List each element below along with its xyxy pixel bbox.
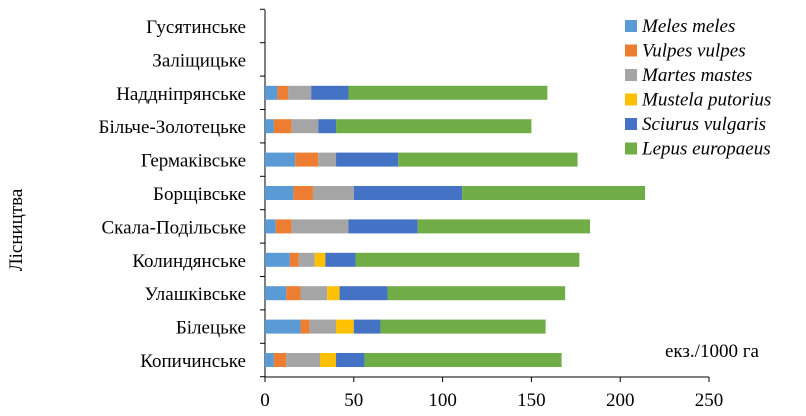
category-label: Заліщицьке bbox=[152, 50, 246, 71]
legend-swatch bbox=[625, 93, 637, 106]
bar-segment bbox=[265, 319, 301, 334]
bar-segment bbox=[265, 85, 278, 100]
bar-segment bbox=[398, 152, 578, 167]
legend-swatch bbox=[625, 44, 637, 57]
bar-segment bbox=[336, 319, 354, 334]
unit-label: екз./1000 га bbox=[665, 341, 759, 362]
legend-swatch bbox=[625, 69, 637, 81]
bar-segment bbox=[380, 319, 546, 334]
bar-segment bbox=[364, 353, 562, 367]
legend-swatch bbox=[625, 20, 637, 32]
category-label: Улашківське bbox=[144, 284, 246, 305]
legend-entry: Lepus europaeus bbox=[641, 139, 771, 160]
bar-segment bbox=[286, 286, 301, 301]
x-tick-label: 100 bbox=[428, 390, 457, 411]
legend-entry: Vulpes vulpes bbox=[642, 41, 746, 62]
bar-segment bbox=[298, 252, 315, 267]
bar-segment bbox=[462, 186, 646, 200]
bar-segment bbox=[273, 353, 287, 367]
bar-segment bbox=[348, 85, 548, 100]
bar-segment bbox=[265, 219, 276, 234]
category-label: Колиндянське bbox=[132, 251, 246, 272]
bar-segment bbox=[265, 119, 274, 134]
legend-entry: Sciurus vulgaris bbox=[642, 114, 766, 135]
category-label: Скала-Подільське bbox=[101, 217, 246, 238]
bar-segment bbox=[295, 152, 319, 167]
bar-segment bbox=[318, 152, 337, 167]
bar-segment bbox=[336, 119, 532, 134]
bar-segment bbox=[353, 186, 463, 200]
bar-segment bbox=[320, 353, 337, 367]
x-tick-label: 200 bbox=[606, 390, 635, 411]
bar-segment bbox=[293, 186, 313, 200]
category-label: Борщівське bbox=[153, 184, 246, 205]
bar-segment bbox=[265, 353, 274, 367]
bar-segment bbox=[311, 85, 349, 100]
bar-segment bbox=[314, 252, 326, 267]
x-tick-label: 50 bbox=[344, 390, 363, 411]
category-label: Більче-Золотецьке bbox=[99, 117, 246, 138]
bar-segment bbox=[265, 186, 294, 200]
legend-entry: Martes mastes bbox=[641, 65, 752, 86]
bar-segment bbox=[355, 252, 580, 267]
legend-swatch bbox=[625, 142, 637, 155]
bar-segment bbox=[291, 219, 349, 234]
bar-segment bbox=[291, 119, 319, 134]
bar-segment bbox=[286, 353, 321, 367]
legend-entry: Mustela putorius bbox=[641, 90, 771, 111]
bar-segment bbox=[353, 319, 381, 334]
category-label: Копичинське bbox=[140, 351, 246, 372]
bar-segment bbox=[309, 319, 337, 334]
bar-segment bbox=[339, 286, 388, 301]
x-tick-label: 0 bbox=[260, 390, 270, 411]
bar-segment bbox=[265, 152, 296, 167]
bar-segment bbox=[325, 252, 356, 267]
legend: Meles meles Vulpes vulpes Martes mastes Mus… bbox=[625, 16, 771, 160]
category-label: Білецьке bbox=[176, 318, 246, 339]
bar-segment bbox=[275, 219, 292, 234]
bar-segment bbox=[289, 252, 299, 267]
category-label: Наддніпрянське bbox=[116, 84, 246, 105]
bar-segment bbox=[336, 152, 399, 167]
bar-segment bbox=[288, 85, 312, 100]
bar-segment bbox=[265, 252, 290, 267]
bar-segment bbox=[417, 219, 591, 234]
bar-segment bbox=[387, 286, 566, 301]
category-label: Гермаківське bbox=[141, 151, 246, 172]
legend-entry: Meles meles bbox=[641, 16, 735, 37]
bar-segment bbox=[265, 286, 287, 301]
category-label: Гусятинське bbox=[146, 17, 246, 38]
bar-segment bbox=[318, 119, 337, 134]
bar-segment bbox=[327, 286, 340, 301]
legend-swatch bbox=[625, 118, 637, 130]
bar-segment bbox=[336, 353, 365, 367]
x-tick-label: 150 bbox=[517, 390, 546, 411]
bar-segment bbox=[273, 119, 292, 134]
bar-segment bbox=[277, 85, 289, 100]
bar-segment bbox=[300, 286, 328, 301]
y-axis-label: Лісництва bbox=[6, 188, 27, 271]
plot-area: 0 50 100 150 200 250 Гусятинське Заліщицьке Надд… bbox=[99, 8, 724, 411]
bar-segment bbox=[300, 319, 310, 334]
bar-segment bbox=[348, 219, 418, 234]
x-tick-label: 250 bbox=[695, 390, 724, 411]
bar-segment bbox=[312, 186, 354, 200]
